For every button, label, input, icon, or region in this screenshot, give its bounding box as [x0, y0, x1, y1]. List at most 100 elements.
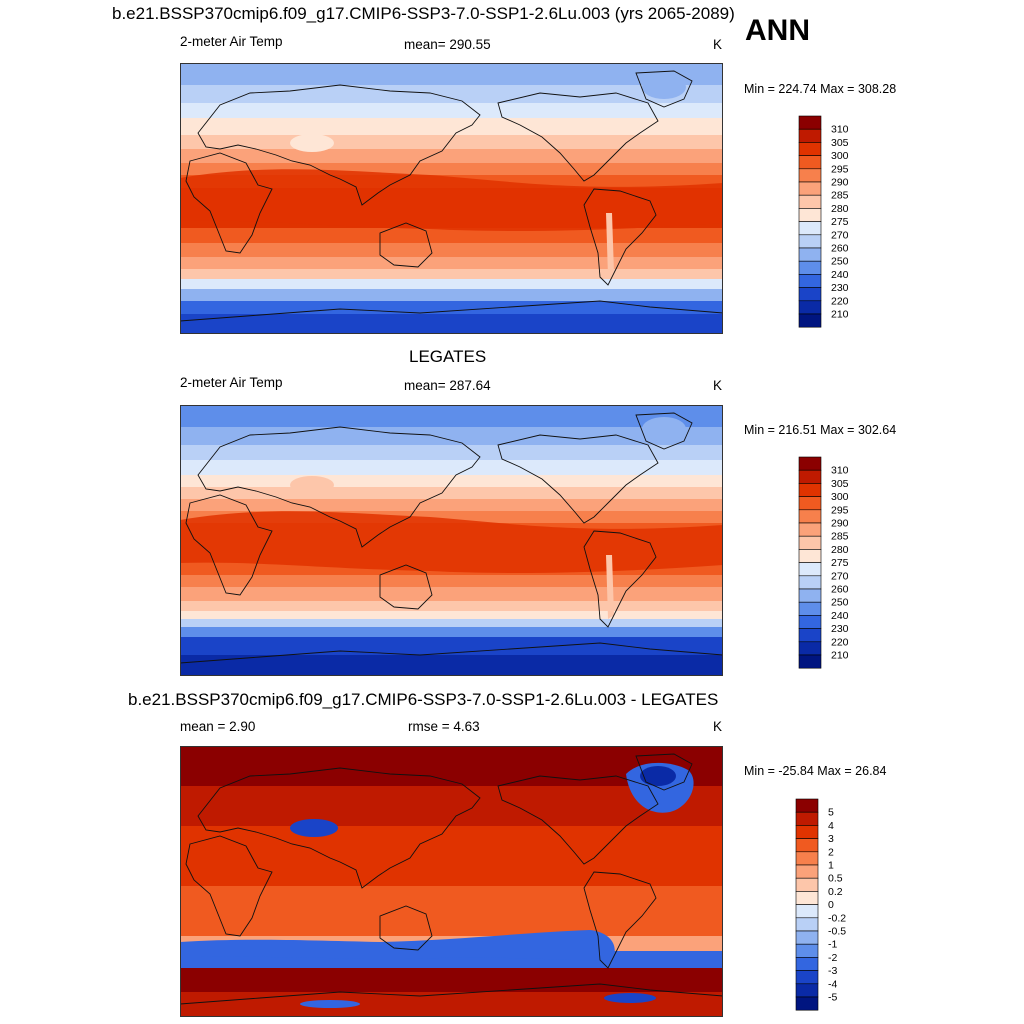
panel1-colorbar-label: 250: [831, 256, 849, 268]
panel2-colorbar-label: 305: [831, 478, 849, 490]
panel3-colorbar-label: 0.5: [828, 873, 843, 885]
panel1-colorbar-label: 230: [831, 282, 849, 294]
panel1-colorbar-box: [798, 208, 822, 222]
panel3-colorbar-label: -3: [828, 965, 837, 977]
panel1-colorbar-box: [798, 142, 822, 156]
panel2-colorbar-box: [798, 549, 822, 563]
panel3-colorbar-box: [795, 930, 819, 945]
panel3-colorbar-label: -1: [828, 939, 837, 951]
panel2-colorbar-box: [798, 601, 822, 616]
panel2-colorbar-box: [798, 522, 822, 537]
panel1-colorbar-label: 240: [831, 269, 849, 281]
panel3-colorbar-label: -4: [828, 978, 837, 990]
panel3-colorbar-label: -0.2: [828, 912, 846, 924]
panel3-mean-label: mean = 2.90: [180, 719, 256, 734]
panel1-colorbar-box: [798, 234, 822, 249]
panel2-title: LEGATES: [409, 347, 487, 366]
panel2-colorbar-box: [798, 575, 822, 590]
panel2-colorbar-box: [798, 628, 822, 643]
panel1-title: b.e21.BSSP370cmip6.f09_g17.CMIP6-SSP3-7.…: [112, 4, 735, 23]
panel3-colorbar-label: -2: [828, 952, 837, 964]
panel2-colorbar-box: [798, 641, 822, 656]
panel1-units-label: K: [713, 37, 723, 52]
panel1-colorbar-box: [798, 300, 822, 315]
panel3-colorbar-box: [795, 877, 819, 892]
panel1-colorbar-box: [798, 260, 822, 275]
panel1-colorbar-label: 210: [831, 309, 849, 321]
panel2-colorbar-box: [798, 562, 822, 577]
panel2-colorbar-box: [798, 483, 822, 497]
panel3-colorbar-box: [795, 798, 819, 813]
panel3-colorbar-box: [795, 891, 819, 905]
panel2-colorbar-label: 250: [831, 597, 849, 609]
panel2-units-label: K: [713, 378, 723, 393]
panel3-title: b.e21.BSSP370cmip6.f09_g17.CMIP6-SSP3-7.…: [128, 690, 719, 709]
panel2-colorbar-box: [798, 535, 822, 550]
panel3-colorbar-box: [795, 983, 819, 998]
season-label: ANN: [745, 14, 810, 47]
panel3-colorbar-box: [795, 864, 819, 879]
panel2-mean-label: mean= 287.64: [404, 378, 491, 393]
panel1-variable-label: 2-meter Air Temp: [180, 34, 283, 49]
panel1-colorbar-label: 220: [831, 295, 849, 307]
panel2-colorbar-box: [798, 469, 822, 484]
panel3-minmax: Min = -25.84 Max = 26.84: [744, 764, 887, 778]
panel3-units-label: K: [713, 719, 723, 734]
panel3-colorbar-box: [795, 825, 819, 839]
panel1-colorbar-label: 275: [831, 216, 849, 228]
panel3-colorbar-label: 5: [828, 807, 834, 819]
panel2-colorbar-label: 230: [831, 623, 849, 635]
panel3-colorbar-box: [795, 996, 819, 1011]
panel3-colorbar-label: 2: [828, 846, 834, 858]
panel3-map: [180, 746, 723, 1017]
panel3-colorbar-box: [795, 811, 819, 826]
panel3-colorbar-box: [795, 943, 819, 958]
panel1-colorbar-box: [798, 115, 822, 130]
panel1-colorbar-box: [798, 168, 822, 183]
panel2-colorbar-label: 290: [831, 518, 849, 530]
panel1-colorbar-label: 280: [831, 203, 849, 215]
panel1-colorbar-box: [798, 181, 822, 196]
panel2-colorbar-label: 260: [831, 584, 849, 596]
panel2-colorbar-label: 210: [831, 650, 849, 662]
panel2-colorbar-label: 270: [831, 570, 849, 582]
panel2-colorbar-label: 285: [831, 531, 849, 543]
panel3-colorbar-label: -5: [828, 992, 837, 1004]
panel1-colorbar-box: [798, 128, 822, 143]
panel2-colorbar-box: [798, 456, 822, 471]
panel1-colorbar-label: 295: [831, 163, 849, 175]
panel1-colorbar-box: [798, 155, 822, 170]
panel2-colorbar-label: 220: [831, 636, 849, 648]
panel3-colorbar-label: -0.5: [828, 926, 846, 938]
panel3-colorbar-box: [795, 957, 819, 971]
panel3-colorbar-box: [795, 904, 819, 919]
panel1-colorbar-box: [798, 287, 822, 302]
panel1-colorbar-box: [798, 247, 822, 262]
panel1-colorbar-box: [798, 274, 822, 288]
panel1-map: [180, 63, 723, 334]
panel2-colorbar-box: [798, 509, 822, 524]
panel3-rmse-label: rmse = 4.63: [408, 719, 480, 734]
panel3-colorbar-box: [795, 917, 819, 932]
panel1-mean-label: mean= 290.55: [404, 37, 491, 52]
panel3-colorbar-label: 1: [828, 860, 834, 872]
panel1-colorbar-label: 290: [831, 177, 849, 189]
panel1-colorbar-box: [798, 221, 822, 236]
panel3-colorbar-label: 0.2: [828, 886, 843, 898]
panel1-colorbar-label: 310: [831, 124, 849, 136]
panel2-colorbar-label: 280: [831, 544, 849, 556]
panel2-colorbar-box: [798, 496, 822, 511]
panel3-colorbar-box: [795, 970, 819, 985]
panel3-colorbar-box: [795, 838, 819, 853]
panel1-colorbar-label: 285: [831, 190, 849, 202]
panel2-colorbar: 3103053002952902852802752702602502402302…: [798, 456, 849, 669]
panel1-colorbar-label: 260: [831, 243, 849, 255]
panel1-minmax: Min = 224.74 Max = 308.28: [744, 82, 897, 96]
panel2-colorbar-label: 275: [831, 557, 849, 569]
panel2-colorbar-label: 295: [831, 504, 849, 516]
panel2-map: [180, 405, 723, 676]
panel2-variable-label: 2-meter Air Temp: [180, 375, 283, 390]
panel2-colorbar-label: 240: [831, 610, 849, 622]
panel2-colorbar-label: 300: [831, 491, 849, 503]
panel1-colorbar-label: 270: [831, 229, 849, 241]
